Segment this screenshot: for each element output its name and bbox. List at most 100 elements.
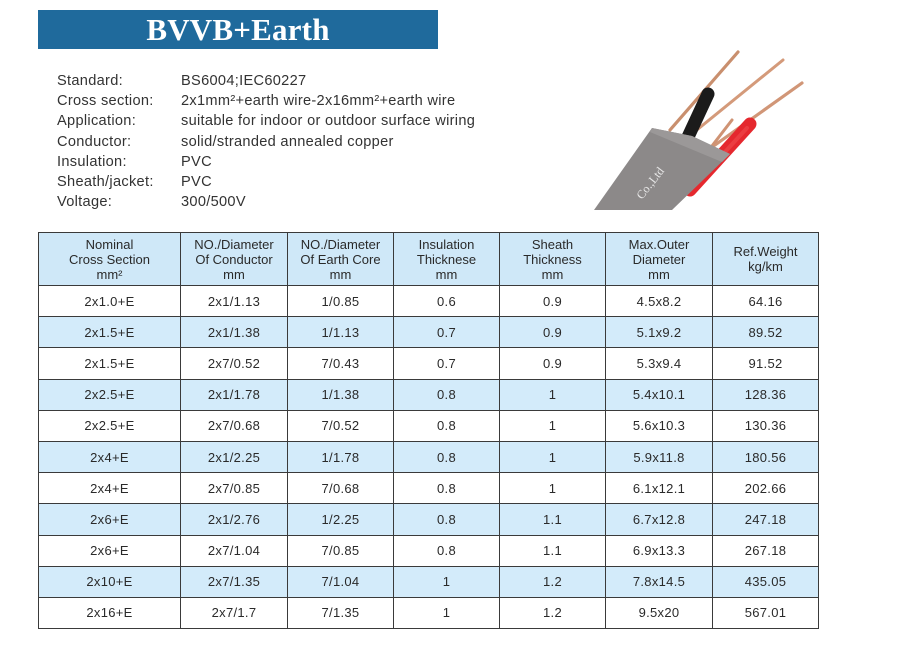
cell-insulation: 0.8 [393,534,500,567]
cell-cross-section: 2x2.5+E [38,378,181,411]
cell-insulation: 0.7 [393,316,500,349]
spec-label: Sheath/jacket: [57,174,154,191]
cell-cross-section: 2x1.5+E [38,316,181,349]
cell-weight: 89.52 [712,316,819,349]
table-row: 2x2.5+E 2x1/1.78 1/1.38 0.8 1 5.4x10.1 128.36 [38,378,819,411]
cell-outer-diameter: 5.4x10.1 [605,378,713,411]
cell-insulation: 0.8 [393,472,500,505]
cell-earth-core: 1/1.38 [287,378,394,411]
cell-insulation: 0.8 [393,409,500,442]
cell-weight: 180.56 [712,440,819,474]
cell-conductor: 2x1/2.76 [180,503,288,536]
spec-value: PVC [181,153,212,170]
cell-earth-core: 1/1.13 [287,316,394,349]
cell-outer-diameter: 4.5x8.2 [605,284,713,318]
table-row: 2x4+E 2x7/0.85 7/0.68 0.8 1 6.1x12.1 202.66 [38,472,819,505]
table-header-row: Nominal Cross Section mm² NO./Diameter Of C… [38,232,819,286]
spec-row-cross-section: Cross section: 2x1mm²+earth wire-2x16mm²… [57,91,475,111]
cell-outer-diameter: 7.8x14.5 [605,565,713,598]
cell-cross-section: 2x4+E [38,440,181,474]
cell-conductor: 2x7/0.85 [180,472,288,505]
spec-value: PVC [181,174,212,191]
table-row: 2x6+E 2x7/1.04 7/0.85 0.8 1.1 6.9x13.3 267.18 [38,534,819,567]
cell-cross-section: 2x4+E [38,472,181,505]
col-header-sheath-thickness: Sheath Thickness mm [499,232,606,286]
cell-cross-section: 2x10+E [38,565,181,598]
cell-weight: 91.52 [712,347,819,380]
spec-label: Standard: [57,73,123,90]
title-banner: BVVB+Earth [38,10,438,49]
cell-earth-core: 7/0.68 [287,472,394,505]
cell-sheath: 0.9 [499,347,606,380]
spec-value: 300/500V [181,194,246,211]
spec-table: Nominal Cross Section mm² NO./Diameter Of C… [38,232,819,630]
spec-label: Application: [57,113,137,130]
page-title: BVVB+Earth [146,11,330,47]
cell-insulation: 0.8 [393,378,500,411]
spec-list: Standard: BS6004;IEC60227 Cross section:… [57,71,475,212]
cell-conductor: 2x1/1.38 [180,316,288,349]
col-header-nominal-cross-section: Nominal Cross Section mm² [38,232,181,286]
table-row: 2x2.5+E 2x7/0.68 7/0.52 0.8 1 5.6x10.3 130.36 [38,409,819,442]
cell-weight: 202.66 [712,472,819,505]
cell-outer-diameter: 5.1x9.2 [605,316,713,349]
cell-conductor: 2x1/2.25 [180,440,288,474]
spec-label: Voltage: [57,194,113,211]
table-row: 2x1.0+E 2x1/1.13 1/0.85 0.6 0.9 4.5x8.2 64.16 [38,284,819,318]
spec-row-standard: Standard: BS6004;IEC60227 [57,71,475,91]
cell-sheath: 0.9 [499,284,606,318]
cell-earth-core: 7/0.52 [287,409,394,442]
spec-row-conductor: Conductor: solid/stranded annealed coppe… [57,132,475,152]
cell-weight: 128.36 [712,378,819,411]
spec-label: Insulation: [57,153,127,170]
cell-cross-section: 2x6+E [38,503,181,536]
cell-insulation: 1 [393,565,500,598]
cable-product-image: Co.,Ltd [590,50,850,210]
table-row: 2x10+E 2x7/1.35 7/1.04 1 1.2 7.8x14.5 435.05 [38,565,819,598]
cell-cross-section: 2x16+E [38,596,181,630]
cell-outer-diameter: 6.7x12.8 [605,503,713,536]
col-header-insulation-thickness: Insulation Thicknese mm [393,232,500,286]
cell-cross-section: 2x1.0+E [38,284,181,318]
cell-insulation: 0.8 [393,503,500,536]
cell-sheath: 1.1 [499,534,606,567]
cell-conductor: 2x1/1.78 [180,378,288,411]
cell-cross-section: 2x1.5+E [38,347,181,380]
cell-weight: 267.18 [712,534,819,567]
cell-insulation: 0.8 [393,440,500,474]
cell-outer-diameter: 5.9x11.8 [605,440,713,474]
cell-sheath: 1.1 [499,503,606,536]
spec-row-sheath: Sheath/jacket: PVC [57,172,475,192]
cable-illustration-icon: Co.,Ltd [594,50,804,210]
spec-row-insulation: Insulation: PVC [57,152,475,172]
cell-earth-core: 7/0.43 [287,347,394,380]
cell-weight: 247.18 [712,503,819,536]
cell-outer-diameter: 6.1x12.1 [605,472,713,505]
table-row: 2x1.5+E 2x7/0.52 7/0.43 0.7 0.9 5.3x9.4 91.52 [38,347,819,380]
table-row: 2x4+E 2x1/2.25 1/1.78 0.8 1 5.9x11.8 180.56 [38,440,819,474]
cell-weight: 130.36 [712,409,819,442]
table-row: 2x1.5+E 2x1/1.38 1/1.13 0.7 0.9 5.1x9.2 89.52 [38,316,819,349]
cell-cross-section: 2x6+E [38,534,181,567]
col-header-conductor-diameter: NO./Diameter Of Conductor mm [180,232,288,286]
table-row: 2x16+E 2x7/1.7 7/1.35 1 1.2 9.5x20 567.01 [38,596,819,630]
spec-label: Cross section: [57,93,154,110]
cell-outer-diameter: 6.9x13.3 [605,534,713,567]
cell-outer-diameter: 5.6x10.3 [605,409,713,442]
cell-conductor: 2x1/1.13 [180,284,288,318]
cell-weight: 567.01 [712,596,819,630]
cell-weight: 64.16 [712,284,819,318]
cell-conductor: 2x7/1.7 [180,596,288,630]
cell-earth-core: 7/1.35 [287,596,394,630]
cell-sheath: 1.2 [499,596,606,630]
cell-conductor: 2x7/1.35 [180,565,288,598]
cell-earth-core: 1/1.78 [287,440,394,474]
cell-weight: 435.05 [712,565,819,598]
cell-sheath: 1 [499,472,606,505]
cell-insulation: 0.6 [393,284,500,318]
cell-outer-diameter: 5.3x9.4 [605,347,713,380]
cell-earth-core: 1/0.85 [287,284,394,318]
cell-conductor: 2x7/0.52 [180,347,288,380]
cell-insulation: 0.7 [393,347,500,380]
cell-sheath: 1.2 [499,565,606,598]
